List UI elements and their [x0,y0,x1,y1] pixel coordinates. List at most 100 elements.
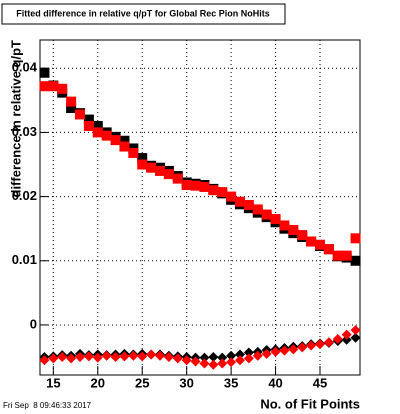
diamond-marker [48,353,59,364]
square-marker [137,153,148,164]
diamond-marker [190,356,201,367]
square-marker [199,181,210,192]
square-marker [243,199,254,210]
square-marker [315,239,325,250]
square-marker [163,169,174,180]
diamond-marker [181,355,192,366]
square-marker [66,103,77,114]
square-marker [181,180,192,191]
square-marker [128,147,139,158]
diamond-marker [315,339,325,350]
square-marker [350,255,361,266]
diamond-marker [341,334,352,345]
square-marker [350,233,361,244]
y-axis-label: difference in relative q/pT [8,40,23,198]
diamond-marker [101,350,112,361]
square-marker [48,81,59,92]
diamond-marker [288,344,299,355]
diamond-marker [341,329,352,340]
diamond-marker [252,350,263,361]
square-marker [297,230,308,241]
square-marker [57,83,68,94]
date-stamp: Fri Sep 8 09:46:33 2017 [3,401,92,410]
y-tick-label: 0.01 [12,252,37,267]
square-marker [270,214,281,225]
diamond-marker [323,337,334,348]
square-marker [306,236,317,247]
diamond-marker [243,353,254,364]
x-tick-label: 40 [268,375,282,390]
square-marker [83,120,94,131]
chart-title: Fitted difference in relative q/pT for G… [16,8,270,18]
diamond-marker [261,348,272,359]
diamond-marker [137,351,148,362]
square-marker [66,96,77,107]
square-marker [288,224,299,235]
diamond-marker [306,340,317,351]
square-marker [208,185,219,196]
square-marker [92,120,103,131]
y-tick-label: 0.04 [12,60,38,75]
diamond-marker [208,352,219,363]
diamond-marker [243,347,254,358]
diamond-marker [83,351,94,362]
square-marker [323,244,334,255]
diamond-marker [350,325,361,336]
diamond-marker [297,342,308,353]
diamond-marker [332,334,343,345]
square-marker [92,127,103,138]
diamond-marker [279,345,290,356]
square-marker [137,159,148,170]
diamond-marker [217,352,228,363]
diamond-marker [226,357,237,368]
diamond-marker [66,353,77,364]
diamond-marker [92,352,103,363]
square-marker [119,135,130,146]
diamond-marker [350,332,361,343]
y-tick-label: 0 [30,316,37,331]
diamond-marker [119,351,130,362]
square-marker [39,81,50,92]
diamond-marker [208,359,219,370]
x-tick-label: 15 [46,375,60,390]
square-marker [146,162,157,173]
diamond-marker [235,349,245,360]
plot-frame [39,39,361,376]
square-marker [101,130,112,141]
square-marker [226,191,237,202]
square-marker [252,204,263,215]
diamond-marker [57,352,68,363]
diamond-marker [146,349,157,360]
square-marker [39,67,50,78]
x-tick-label: 20 [91,375,105,390]
square-marker [172,173,183,184]
square-marker [279,220,290,231]
diamond-marker [199,352,210,363]
diamond-marker [270,346,281,357]
square-marker [75,109,85,120]
diamond-marker [75,352,85,363]
y-tick-label: 0.02 [12,188,37,203]
square-marker [341,250,352,261]
square-marker [119,141,130,152]
square-marker [332,250,343,261]
square-marker [261,209,272,220]
x-tick-label: 30 [179,375,193,390]
square-marker [190,180,201,191]
square-marker [235,196,245,207]
y-tick-label: 0.03 [12,124,37,139]
x-axis-label: No. of Fit Points [260,396,360,411]
square-marker [155,165,165,176]
diamond-marker [199,358,210,369]
x-tick-label: 45 [313,375,327,390]
diamond-marker [235,355,245,366]
diamond-marker [172,353,183,364]
square-marker [110,135,121,146]
x-tick-label: 25 [135,375,149,390]
square-marker [217,187,228,198]
x-tick-label: 35 [224,375,238,390]
title-box [1,3,286,25]
diamond-marker [163,352,174,363]
